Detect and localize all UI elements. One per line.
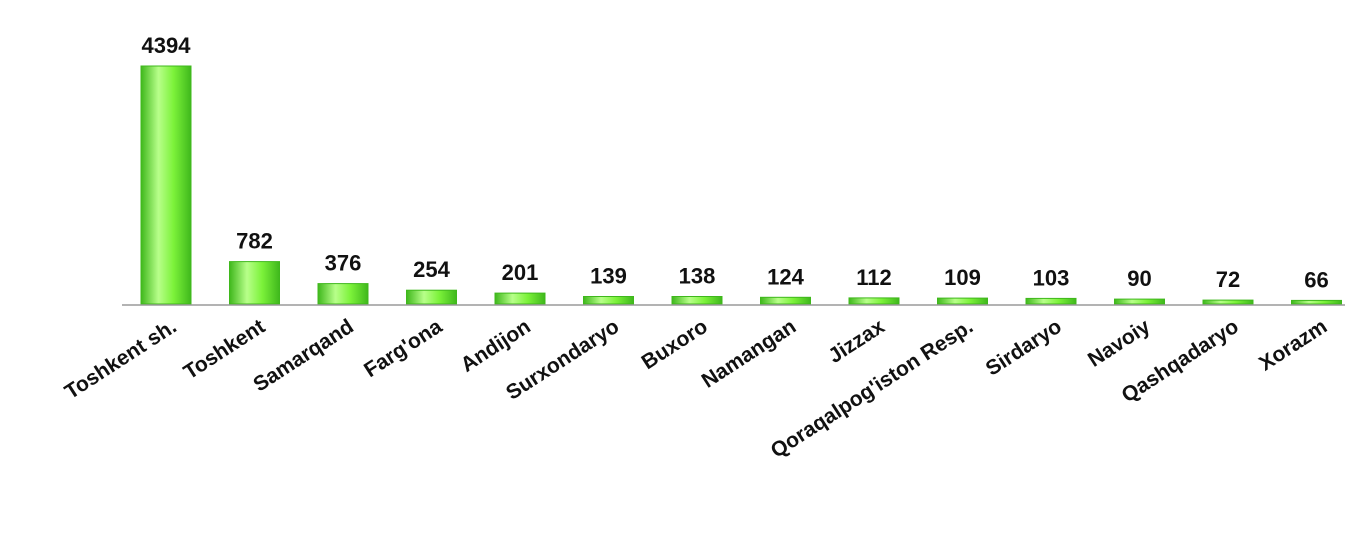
bar-1 bbox=[229, 261, 280, 305]
category-label-0: Toshkent sh. bbox=[61, 315, 181, 404]
bar-12 bbox=[1202, 299, 1254, 305]
bar-0 bbox=[140, 65, 192, 305]
bar-4 bbox=[494, 292, 546, 305]
bar-7 bbox=[760, 296, 811, 305]
bars bbox=[140, 65, 1342, 305]
category-label-2: Samarqand bbox=[249, 315, 357, 397]
bar-11 bbox=[1114, 298, 1165, 305]
category-label-10: Sirdaryo bbox=[982, 315, 1066, 381]
data-label-1: 782 bbox=[236, 229, 273, 254]
category-label-3: Farg'ona bbox=[360, 315, 446, 382]
category-label-6: Buxoro bbox=[638, 315, 712, 374]
bar-10 bbox=[1025, 297, 1077, 305]
bar-6 bbox=[671, 296, 723, 305]
data-label-12: 72 bbox=[1216, 267, 1240, 292]
data-label-4: 201 bbox=[502, 260, 539, 285]
data-label-7: 124 bbox=[767, 264, 804, 289]
data-labels: 4394 782 376 254 201 139 138 124 112 109 103 90 72 66 bbox=[142, 33, 1329, 292]
category-label-13: Xorazm bbox=[1255, 315, 1331, 376]
category-label-8: Jizzax bbox=[824, 315, 889, 368]
bar-3 bbox=[406, 289, 457, 305]
data-label-9: 109 bbox=[944, 265, 981, 290]
data-label-6: 138 bbox=[679, 264, 716, 289]
data-label-3: 254 bbox=[413, 257, 450, 282]
data-label-11: 90 bbox=[1127, 266, 1151, 291]
bar-9 bbox=[937, 297, 988, 305]
bar-13 bbox=[1291, 299, 1342, 305]
data-label-0: 4394 bbox=[142, 33, 192, 58]
bar-5 bbox=[583, 296, 634, 305]
bar-2 bbox=[317, 283, 369, 305]
data-label-13: 66 bbox=[1304, 267, 1328, 292]
data-label-8: 112 bbox=[856, 265, 892, 290]
data-label-10: 103 bbox=[1033, 265, 1070, 290]
bar-8 bbox=[848, 297, 900, 305]
category-label-7: Namangan bbox=[698, 315, 801, 393]
data-label-2: 376 bbox=[325, 251, 362, 276]
data-label-5: 139 bbox=[590, 264, 627, 289]
category-label-11: Navoiy bbox=[1084, 315, 1155, 372]
category-label-4: Andijon bbox=[457, 315, 535, 377]
